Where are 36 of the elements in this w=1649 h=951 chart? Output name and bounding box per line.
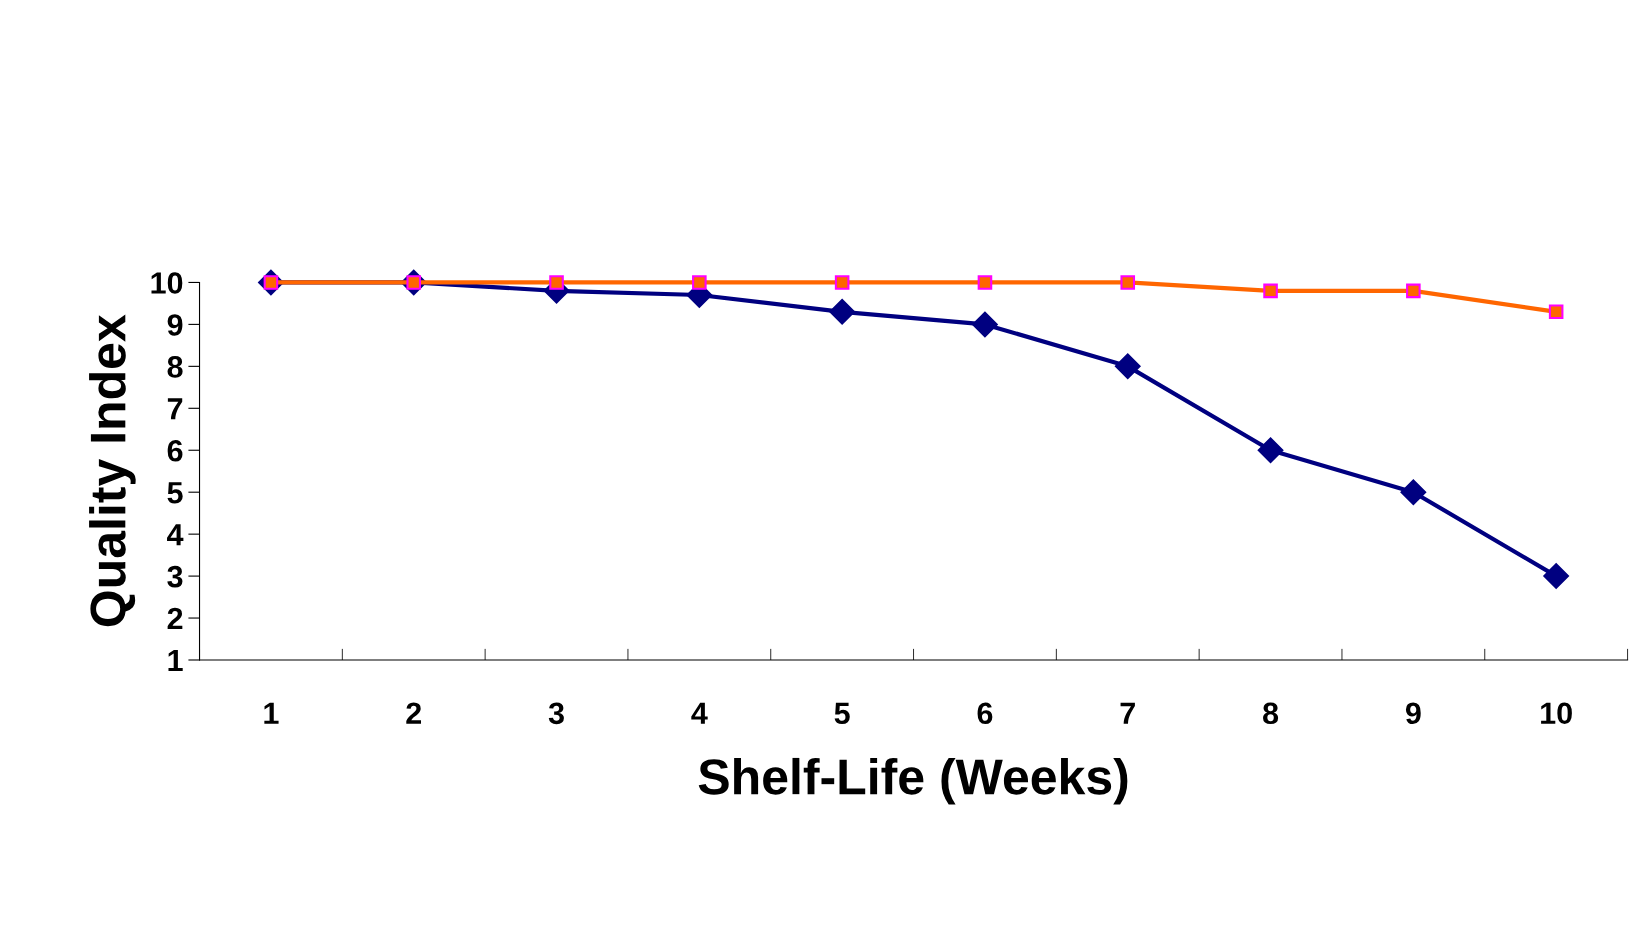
point: [972, 311, 998, 338]
point: [977, 275, 993, 290]
point: [829, 298, 855, 325]
point: [1263, 283, 1278, 299]
x-tick-label: 2: [406, 702, 422, 724]
point: [692, 275, 707, 290]
x-tick-label: 5: [834, 702, 850, 725]
y-tick-label: 2: [167, 607, 183, 630]
y-tick-label: 10: [151, 272, 183, 294]
y-tick-label: 8: [167, 356, 183, 378]
x-tick-label: 8: [1263, 702, 1279, 725]
point: [1406, 283, 1421, 299]
point: [1543, 563, 1569, 589]
y-tick-label: 4: [167, 524, 184, 546]
point: [1120, 275, 1136, 290]
y-tick-label: 9: [167, 314, 183, 336]
point: [1257, 437, 1284, 464]
point: [1400, 479, 1427, 506]
y-tick-label: 6: [167, 439, 183, 462]
y-tick-label: 1: [168, 650, 183, 672]
x-tick-label: 6: [977, 702, 993, 725]
x-axis-title: Shelf-Life (Weeks): [698, 757, 1128, 805]
point: [834, 275, 850, 290]
y-tick-label: 7: [167, 398, 183, 420]
x-tick-label: 3: [548, 702, 564, 725]
y-tick-label: 3: [167, 565, 183, 588]
x-tick-label: 4: [691, 702, 708, 724]
y-tick-label: 5: [167, 482, 183, 504]
y-axis-title: Quality Index: [89, 314, 136, 627]
point: [1114, 353, 1141, 380]
point: [1548, 304, 1564, 320]
point: [549, 275, 564, 290]
x-tick-label: 10: [1541, 702, 1572, 725]
x-tick-label: 1: [264, 702, 279, 724]
x-tick-label: 9: [1405, 702, 1421, 725]
x-tick-label: 7: [1120, 702, 1135, 724]
